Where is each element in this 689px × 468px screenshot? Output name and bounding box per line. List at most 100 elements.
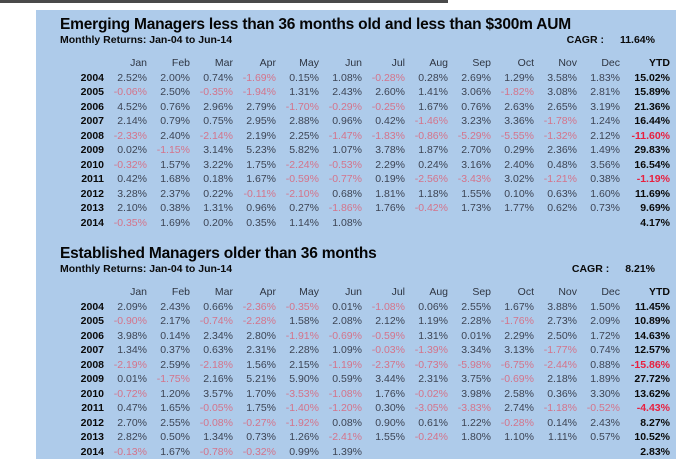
monthly-return-cell: 1.10% — [504, 431, 534, 443]
monthly-return-cell: -1.21% — [543, 173, 577, 185]
monthly-return-cell: -1.69% — [242, 71, 276, 84]
column-header-jul: Jul — [391, 286, 405, 298]
monthly-return-cell: 0.66% — [203, 300, 233, 313]
table-row-2005: 2005 -0.06% 2.50% -0.35% -1.94% 1.31% 2.43% 2.6… — [72, 85, 672, 100]
monthly-return-cell: 1.07% — [332, 144, 362, 156]
monthly-return-cell: 3.98% — [117, 329, 147, 342]
year-label: 2007 — [80, 344, 104, 356]
monthly-return-cell: 1.80% — [461, 431, 491, 443]
ytd-cell: 13.62% — [634, 387, 670, 400]
monthly-return-cell: 0.01% — [332, 300, 362, 313]
monthly-return-cell: 0.68% — [332, 187, 362, 200]
monthly-return-cell: 0.06% — [418, 300, 448, 313]
ytd-cell: -4.43% — [636, 402, 670, 414]
monthly-return-cell: 2.16% — [203, 373, 233, 385]
monthly-return-cell: -2.37% — [371, 358, 405, 371]
monthly-return-cell: 0.29% — [504, 144, 534, 156]
monthly-return-cell: 1.19% — [418, 315, 448, 327]
ytd-cell: -1.19% — [636, 173, 670, 185]
monthly-return-cell: 2.43% — [332, 86, 362, 98]
monthly-return-cell: 3.23% — [461, 115, 491, 127]
monthly-return-cell: 0.61% — [418, 416, 448, 429]
monthly-return-cell: 3.58% — [547, 71, 577, 84]
monthly-return-cell: 2.96% — [203, 100, 233, 113]
monthly-return-cell: -1.08% — [328, 387, 362, 400]
column-header-feb: Feb — [171, 286, 190, 298]
monthly-return-cell: 1.67% — [246, 173, 276, 185]
monthly-return-cell: 2.50% — [547, 329, 577, 342]
monthly-return-cell: 2.65% — [547, 100, 577, 113]
year-label: 2007 — [80, 115, 104, 127]
ytd-cell: 11.69% — [634, 187, 670, 200]
monthly-return-cell: 2.50% — [160, 86, 190, 98]
column-header-jan: Jan — [130, 57, 147, 69]
monthly-return-cell: 2.29% — [504, 329, 534, 342]
monthly-return-cell: 1.31% — [203, 202, 233, 214]
column-header-dec: Dec — [601, 57, 620, 69]
monthly-return-cell: 2.55% — [461, 300, 491, 313]
monthly-return-cell: 0.63% — [547, 187, 577, 200]
monthly-return-cell: -0.69% — [500, 373, 534, 385]
top-border-line — [0, 0, 448, 3]
monthly-return-cell: -1.08% — [371, 300, 405, 313]
ytd-cell: 10.52% — [634, 431, 670, 443]
monthly-return-cell: 1.67% — [418, 100, 448, 113]
monthly-return-cell: 2.73% — [547, 315, 577, 327]
table-row-2007: 2007 2.14% 0.79% 0.75% 2.95% 2.88% 0.96% 0.42% -… — [72, 114, 672, 129]
monthly-return-cell — [493, 216, 536, 231]
year-column-header — [72, 285, 106, 300]
column-header-oct: Oct — [517, 57, 534, 69]
monthly-return-cell: -0.13% — [113, 445, 147, 458]
monthly-return-cell: 3.19% — [590, 100, 620, 113]
monthly-return-cell: 0.73% — [590, 202, 620, 214]
monthly-return-cell: 0.90% — [375, 416, 405, 429]
monthly-return-cell: 2.25% — [289, 129, 319, 142]
column-header-aug: Aug — [429, 286, 448, 298]
monthly-return-cell: 0.10% — [504, 187, 534, 200]
monthly-return-cell: -1.78% — [543, 115, 577, 127]
monthly-return-cell: -1.18% — [543, 402, 577, 414]
monthly-return-cell: 3.75% — [461, 373, 491, 385]
ytd-cell: 10.89% — [634, 315, 670, 327]
monthly-return-cell: -0.28% — [500, 416, 534, 429]
monthly-return-cell: -3.53% — [285, 387, 319, 400]
report-panel: Emerging Managers less than 36 months ol… — [36, 10, 676, 459]
monthly-returns-table-emerging: Jan Feb Mar Apr May Jun Jul Aug Sep Oct Nov Dec YTD … — [72, 56, 672, 230]
monthly-return-cell: 2.95% — [246, 115, 276, 127]
monthly-return-cell: 0.20% — [203, 216, 233, 229]
monthly-return-cell: -1.15% — [156, 144, 190, 156]
monthly-return-cell: 2.29% — [375, 158, 405, 171]
monthly-return-cell: 3.14% — [203, 144, 233, 156]
table-row-2004: 2004 2.09% 2.43% 0.66% -2.36% -0.35% 0.01% -1.0… — [72, 300, 672, 315]
ytd-cell: 12.57% — [634, 344, 670, 356]
monthly-return-cell: 3.44% — [375, 373, 405, 385]
monthly-return-cell: -1.91% — [285, 329, 319, 342]
ytd-cell: 8.27% — [640, 416, 670, 429]
monthly-return-cell: 1.67% — [160, 445, 190, 458]
monthly-return-cell: -1.76% — [500, 315, 534, 327]
monthly-return-cell: -2.24% — [285, 158, 319, 171]
year-label: 2006 — [80, 329, 104, 342]
monthly-return-cell: 1.08% — [332, 216, 362, 229]
monthly-return-cell: 2.70% — [117, 416, 147, 429]
table-row-2010: 2010 -0.32% 1.57% 3.22% 1.75% -2.24% -0.53% 2.2… — [72, 158, 672, 173]
monthly-return-cell: -2.19% — [113, 358, 147, 371]
column-header-sep: Sep — [472, 57, 491, 69]
monthly-return-cell: 0.38% — [590, 173, 620, 185]
monthly-return-cell: -0.29% — [328, 100, 362, 113]
monthly-return-cell: 3.36% — [504, 115, 534, 127]
monthly-return-cell: 1.11% — [548, 431, 577, 443]
table-row-2008: 2008 -2.33% 2.40% -2.14% 2.19% 2.25% -1.47% -1.… — [72, 129, 672, 144]
monthly-return-cell: 2.69% — [461, 71, 491, 84]
ytd-cell: 4.17% — [640, 216, 670, 229]
monthly-return-cell: 0.88% — [590, 358, 620, 371]
year-label: 2011 — [81, 402, 104, 414]
monthly-return-cell: 1.41% — [418, 86, 448, 98]
date-range-subtitle: Monthly Returns: Jan-04 to Jun-14 — [60, 263, 233, 275]
monthly-return-cell: 2.09% — [590, 315, 620, 327]
year-label: 2011 — [81, 173, 104, 185]
monthly-return-cell: 0.19% — [375, 173, 405, 185]
monthly-return-cell: -0.52% — [586, 402, 620, 414]
monthly-return-cell: 0.75% — [203, 115, 233, 127]
year-label: 2005 — [80, 86, 104, 98]
